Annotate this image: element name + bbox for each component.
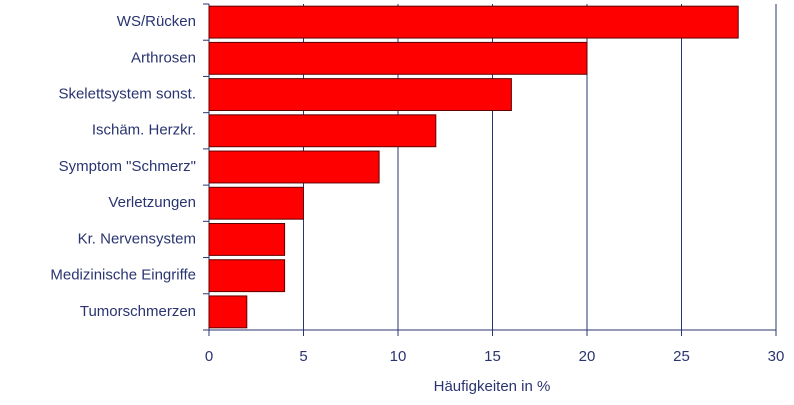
x-tick-label: 30	[768, 348, 785, 365]
y-tick-label: Arthrosen	[131, 49, 196, 66]
y-tick-label: Tumorschmerzen	[80, 303, 196, 320]
y-tick-label: Ischäm. Herzkr.	[92, 122, 196, 139]
x-tick-label: 10	[390, 348, 407, 365]
y-tick-label: Verletzungen	[108, 194, 196, 211]
bar	[208, 78, 512, 111]
bar	[208, 150, 380, 184]
x-tick-label: 20	[579, 348, 596, 365]
y-tick-label: Skelettsystem sonst.	[58, 86, 196, 103]
bar	[208, 295, 248, 329]
y-tick-label: Medizinische Eingriffe	[50, 267, 196, 284]
x-tick-label: 25	[673, 348, 690, 365]
x-tick-label: 15	[484, 348, 501, 365]
bar	[208, 223, 286, 256]
y-tick-label: Kr. Nervensystem	[78, 230, 196, 247]
bar	[208, 186, 304, 220]
x-tick-label: 0	[205, 348, 213, 365]
bar	[208, 114, 437, 148]
bar	[208, 5, 739, 39]
y-tick-label: WS/Rücken	[117, 13, 196, 30]
y-tick-label: Symptom "Schmerz"	[59, 158, 196, 175]
x-axis-label: Häufigkeiten in %	[434, 378, 551, 395]
bar	[208, 259, 286, 293]
x-tick-label: 5	[299, 348, 307, 365]
bar	[208, 41, 588, 75]
